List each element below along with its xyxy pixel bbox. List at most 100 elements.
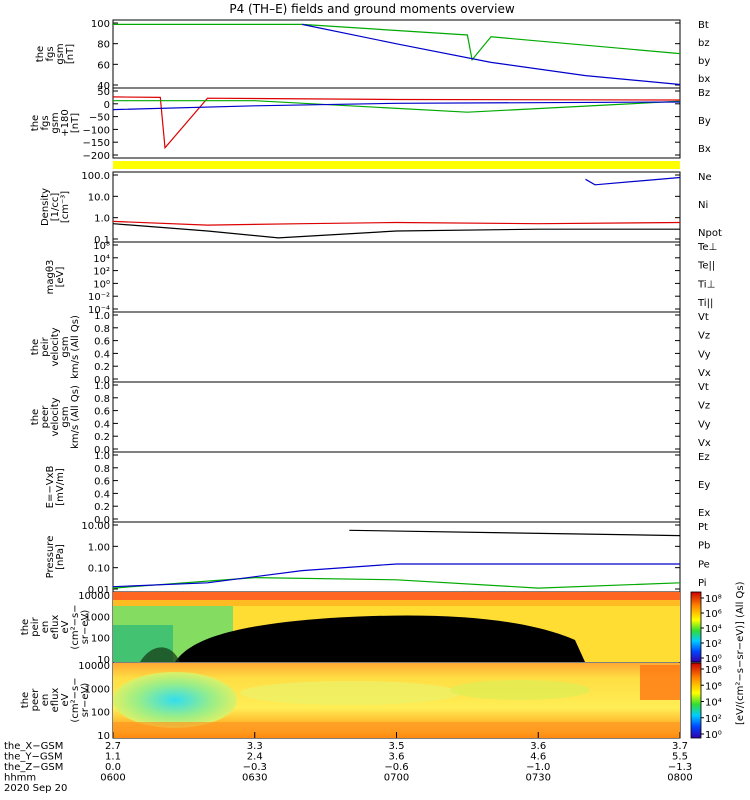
x-tick-label: 0630: [242, 773, 267, 784]
y-tick-label: 1.0: [94, 214, 110, 225]
y-axis-label: the: [30, 339, 41, 355]
x-tick-label: 0800: [667, 773, 692, 784]
y-axis-label: the: [35, 46, 46, 62]
y-tick-label: 10⁸: [93, 241, 110, 252]
legend-entry: Vy: [698, 419, 711, 430]
y-axis-label: the: [30, 409, 41, 425]
y-tick-label: 1.0: [94, 381, 110, 392]
colorbar-tick: 10²: [705, 639, 722, 650]
y-axis-label: eflux: [50, 615, 61, 640]
status-bar: [113, 161, 680, 169]
x-tick-label: −0.6: [384, 762, 408, 773]
legend-entry: Vt: [698, 382, 709, 393]
panel-frame-peer-velocity: [112, 381, 681, 453]
colorbar-tick: 10⁰: [705, 730, 722, 741]
x-tick-label: 1.1: [105, 752, 121, 763]
legend-entry: Ti⊥: [697, 279, 715, 290]
legend-entry: Vz: [698, 331, 710, 342]
x-tick-label: −1.3: [668, 762, 692, 773]
x-tick-label: 3.5: [389, 741, 405, 752]
colorbar-tick: 10⁸: [705, 594, 722, 605]
plot-title: P4 (TH–E) fields and ground moments over…: [229, 2, 514, 16]
y-axis-label: [mV/m]: [55, 468, 66, 506]
x-tick-label: −0.3: [243, 762, 267, 773]
legend-entry: Pb: [698, 541, 710, 552]
y-axis-label: eflux: [50, 688, 61, 713]
series-pressure-Pe: [112, 576, 681, 589]
y-tick-label: −50: [89, 113, 110, 124]
colorbar-tick: 10⁴: [705, 698, 722, 709]
x-tick-label: 3.6: [530, 741, 546, 752]
y-axis-label: gsm: [50, 112, 61, 133]
y-axis-label: km/s (All Qs): [70, 385, 81, 449]
y-tick-label: 0.2: [94, 432, 110, 443]
y-tick-label: 60: [97, 60, 110, 71]
y-tick-label: 10⁰: [93, 279, 110, 290]
y-axis-label: [cm⁻³]: [60, 191, 71, 223]
colorbar-label: [eV/(cm²−s−sr−eV)] (All Qs): [735, 581, 746, 725]
y-tick-label: 0.1: [94, 235, 110, 246]
y-tick-label: −150: [83, 138, 110, 149]
y-axis-label: km/s (All Qs): [70, 315, 81, 379]
y-tick-label: 80: [97, 40, 110, 51]
panel-frame-efield: [112, 451, 681, 523]
y-axis-label: [eV]: [55, 267, 66, 288]
series-density-Ne: [112, 220, 681, 226]
y-axis-label: velocity: [50, 327, 61, 366]
y-tick-label: 0.4: [94, 419, 110, 430]
y-tick-label: 0.4: [94, 349, 110, 360]
y-axis-label: [nT]: [65, 44, 76, 64]
y-axis-label: peer: [30, 688, 41, 712]
y-axis-label: (cm²−s−: [70, 677, 81, 722]
series-fgs-gsm-by: [113, 23, 681, 62]
y-axis-label: [nPa]: [55, 544, 66, 570]
y-tick-label: 0.0: [94, 445, 110, 456]
y-axis-label: [1/cc]: [50, 193, 61, 222]
data-curves: [112, 23, 681, 589]
legend-entry: Ne: [698, 172, 712, 183]
y-tick-label: 40: [97, 81, 110, 92]
x-tick-label: 0.0: [105, 762, 121, 773]
legend-entry: bz: [698, 38, 710, 49]
colorbar-tick: 10⁶: [705, 609, 722, 620]
legend-entry: Vz: [698, 401, 710, 412]
peir-spectrogram: [113, 592, 680, 662]
legend-entry: Bz: [698, 88, 710, 99]
x-tick-label: 0600: [100, 773, 125, 784]
y-tick-label: 0.4: [94, 489, 110, 500]
y-axis-label: sr−eV): [80, 610, 91, 645]
x-row-label: the_Y−GSM: [4, 752, 63, 763]
legend-entry: Ex: [698, 508, 710, 519]
y-tick-label: 0.8: [94, 464, 110, 475]
y-axis-label: [nT]: [70, 113, 81, 133]
y-tick-label: 10: [97, 731, 110, 742]
y-tick-label: 10000: [78, 591, 110, 602]
y-tick-label: 0.10: [88, 564, 110, 575]
y-axis-label: peir: [30, 616, 41, 636]
legend-entry: Ey: [698, 480, 710, 491]
legend-entry: Bx: [698, 144, 711, 155]
y-tick-label: 10⁻⁴: [88, 305, 110, 316]
y-axis-label: eV: [60, 693, 71, 706]
legend-entry: Ti||: [697, 298, 713, 309]
legend-entry: Vt: [698, 312, 709, 323]
y-axis-label: gsm: [55, 43, 66, 64]
y-tick-label: 10²: [93, 267, 110, 278]
y-tick-label: 100.0: [81, 171, 110, 182]
legend-entry: Ez: [698, 452, 710, 463]
legend-entry: Pt: [698, 522, 708, 533]
x-tick-label: 5.5: [672, 752, 688, 763]
legend-entry: Pe: [698, 559, 710, 570]
series-pressure-Pi: [112, 563, 680, 588]
y-axis-label: +180: [60, 109, 71, 136]
y-axis-label: velocity: [50, 397, 61, 436]
y-axis-label: E=−VxB: [45, 466, 56, 509]
x-tick-label: −1.0: [526, 762, 550, 773]
y-tick-label: 1.0: [94, 451, 110, 462]
y-tick-label: 100: [91, 708, 110, 719]
x-tick-label: 3.3: [247, 741, 263, 752]
y-axis-label: gsm: [60, 336, 71, 357]
y-tick-label: 0.6: [94, 477, 110, 488]
y-tick-label: −100: [83, 125, 110, 136]
